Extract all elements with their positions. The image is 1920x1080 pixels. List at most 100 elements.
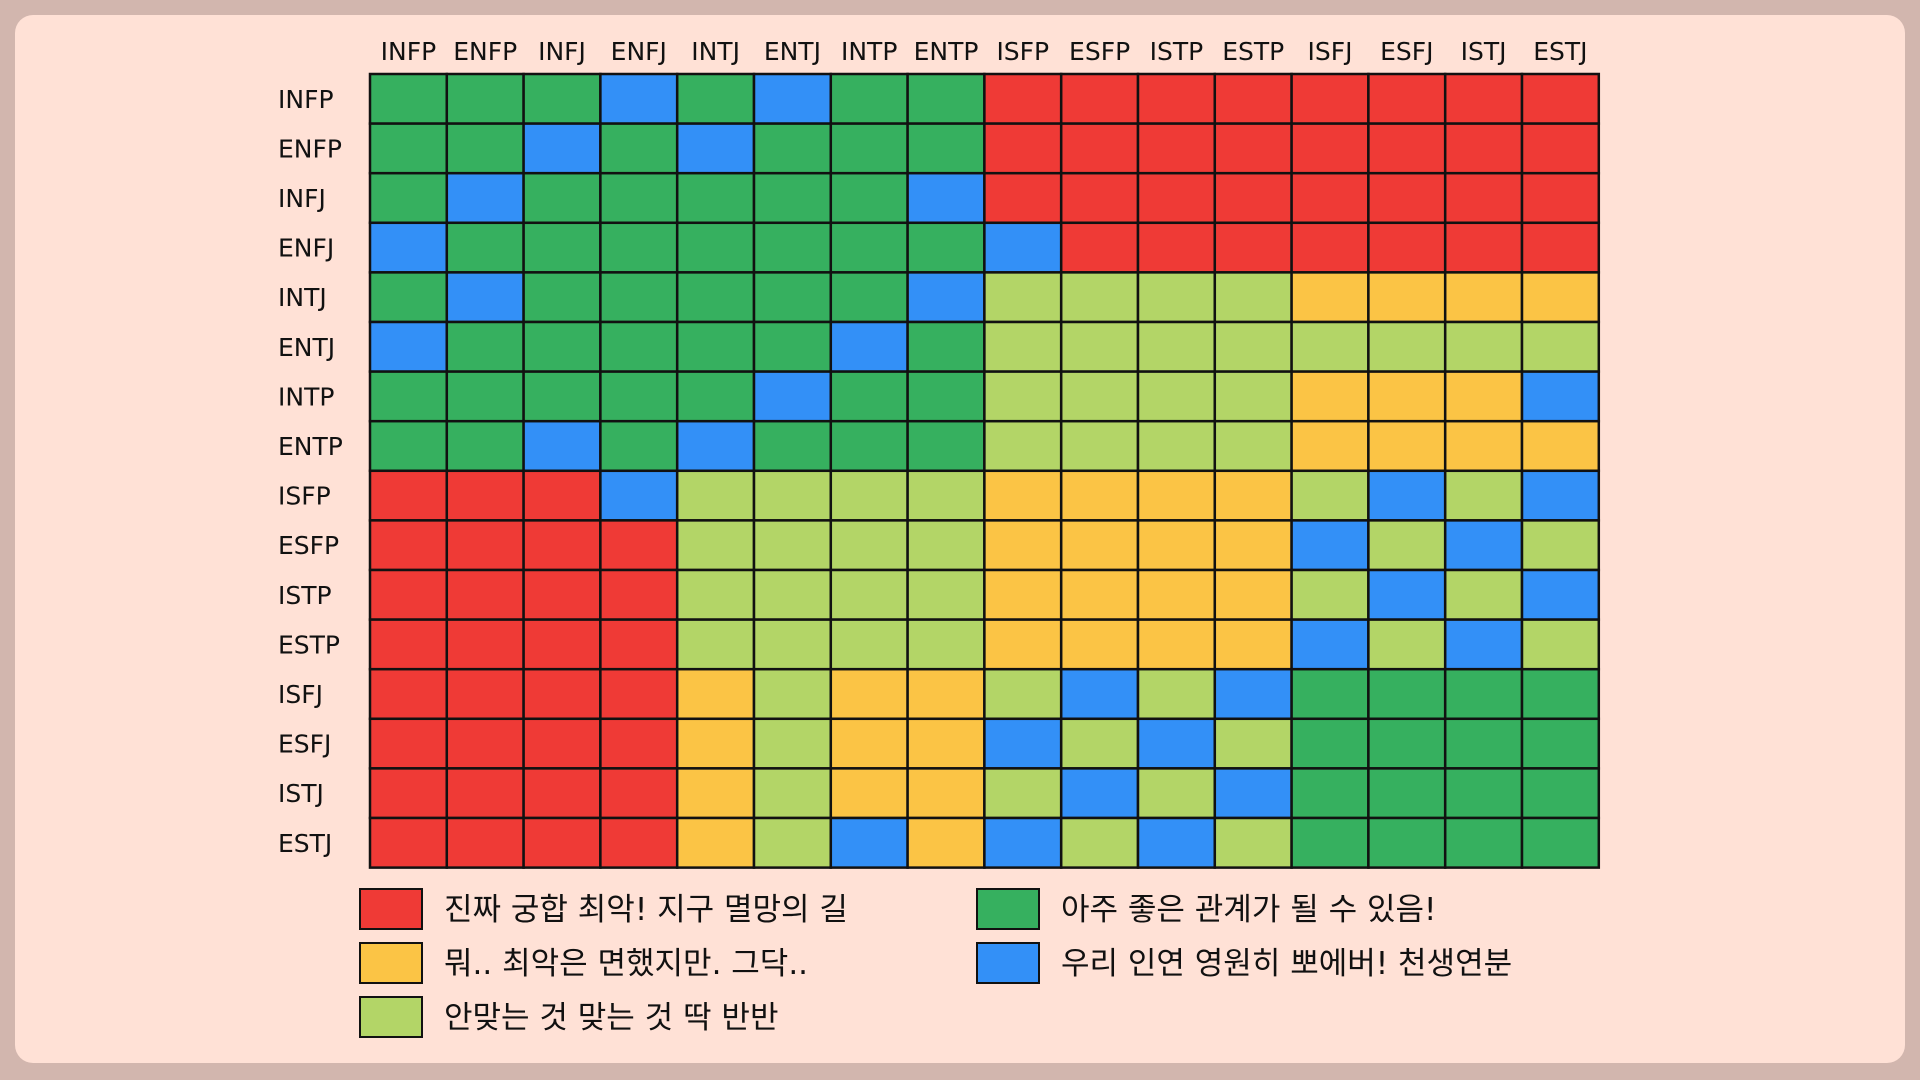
heatmap-cell-estp-infp (368, 618, 449, 671)
heatmap-cell-isfj-enfj (599, 667, 679, 721)
heatmap-cell-istj-enfp (445, 767, 525, 820)
heatmap-cell-estp-enfj (599, 618, 679, 671)
heatmap-cell-entp-esfj (1367, 419, 1447, 473)
heatmap-cell-infj-entj (752, 171, 833, 225)
heatmap-cell-entp-istp (1136, 419, 1217, 473)
heatmap-cell-isfj-istp (1136, 667, 1217, 721)
heatmap-cell-enfp-isfp (983, 122, 1063, 175)
row-label-istp: ISTP (278, 581, 332, 610)
heatmap-cell-istp-intj (675, 568, 756, 621)
heatmap-cell-esfp-isfp (983, 519, 1063, 572)
heatmap-cell-isfj-esfj (1367, 667, 1447, 721)
heatmap-cell-esfj-infj (522, 717, 602, 770)
heatmap-cell-infj-istp (1136, 171, 1217, 225)
heatmap-cell-estp-isfj (1290, 618, 1370, 671)
heatmap-cell-estp-estp (1213, 618, 1293, 671)
heatmap-cell-estj-enfj (599, 816, 679, 869)
heatmap-cell-esfj-esfp (1059, 717, 1140, 770)
heatmap-cell-infj-enfj (599, 171, 679, 225)
heatmap-cell-enfj-intp (829, 221, 909, 274)
heatmap-cell-esfp-entp (906, 519, 986, 572)
heatmap-cell-entp-entp (906, 419, 986, 473)
column-label-enfp: ENFP (453, 37, 517, 66)
heatmap-cell-istp-infj (522, 568, 602, 621)
heatmap-cell-estj-intj (675, 816, 756, 869)
heatmap-cell-enfp-isfj (1290, 122, 1370, 175)
heatmap-cell-istp-enfj (599, 568, 679, 621)
heatmap-cell-istj-entj (752, 767, 833, 820)
heatmap-cell-isfp-isfp (983, 469, 1063, 522)
heatmap-cell-infp-esfp (1059, 72, 1140, 125)
heatmap-cell-isfp-infp (368, 469, 449, 522)
heatmap-cell-istj-istj (1443, 767, 1524, 820)
heatmap-cell-esfj-estp (1213, 717, 1293, 770)
heatmap-cell-entj-enfp (445, 320, 525, 373)
heatmap-cell-entj-entp (906, 320, 986, 373)
heatmap-cell-intj-estj (1520, 271, 1601, 324)
legend-label-2: 뭐.. 최악은 면했지만. 그닥.. (444, 946, 808, 982)
heatmap-cell-infj-intp (829, 171, 909, 225)
row-label-entp: ENTP (278, 432, 343, 461)
heatmap-cell-esfj-entj (752, 717, 833, 770)
heatmap-cell-entp-isfp (983, 419, 1063, 473)
heatmap-cell-estj-istj (1443, 816, 1524, 869)
heatmap-cell-intj-isfp (983, 271, 1063, 324)
heatmap-cell-isfj-enfp (445, 667, 525, 721)
heatmap-cell-infj-estp (1213, 171, 1293, 225)
heatmap-cells (368, 72, 1601, 869)
heatmap-cell-intj-esfp (1059, 271, 1140, 324)
row-label-infp: INFP (278, 85, 334, 114)
heatmap-cell-infj-estj (1520, 171, 1601, 225)
column-label-estp: ESTP (1222, 37, 1284, 66)
heatmap-cell-intp-enfj (599, 370, 679, 423)
column-label-entp: ENTP (914, 37, 979, 66)
heatmap-cell-isfp-istj (1443, 469, 1524, 522)
heatmap-cell-isfj-entj (752, 667, 833, 721)
heatmap-cell-enfj-esfj (1367, 221, 1447, 274)
heatmap-cell-entj-isfp (983, 320, 1063, 373)
heatmap-cell-infp-enfj (599, 72, 679, 125)
heatmap-cell-enfp-esfp (1059, 122, 1140, 175)
heatmap-cell-intj-intp (829, 271, 909, 324)
legend-swatch-1 (359, 888, 423, 930)
heatmap-cell-istj-estj (1520, 767, 1601, 820)
heatmap-cell-istp-esfj (1367, 568, 1447, 621)
heatmap-cell-estp-intj (675, 618, 756, 671)
row-label-esfp: ESFP (278, 531, 339, 560)
heatmap-cell-enfp-intj (675, 122, 756, 175)
heatmap-cell-esfp-intj (675, 519, 756, 572)
heatmap-cell-estj-infp (368, 816, 449, 869)
heatmap-cell-intp-istp (1136, 370, 1217, 423)
heatmap-cell-intp-intj (675, 370, 756, 423)
heatmap-cell-infp-infp (368, 72, 449, 125)
heatmap-cell-infj-intj (675, 171, 756, 225)
heatmap-cell-enfp-istp (1136, 122, 1217, 175)
heatmap-cell-enfj-isfj (1290, 221, 1370, 274)
heatmap-cell-istp-estj (1520, 568, 1601, 621)
heatmap-cell-esfj-estj (1520, 717, 1601, 770)
heatmap-cell-istj-estp (1213, 767, 1293, 820)
heatmap-cell-intj-istj (1443, 271, 1524, 324)
row-label-esfj: ESFJ (278, 730, 331, 759)
heatmap-cell-isfp-isfj (1290, 469, 1370, 522)
heatmap-cell-infp-entj (752, 72, 833, 125)
heatmap-cell-intp-isfp (983, 370, 1063, 423)
heatmap-cell-infj-entp (906, 171, 986, 225)
heatmap-cell-intp-enfp (445, 370, 525, 423)
heatmap-cell-esfp-esfj (1367, 519, 1447, 572)
heatmap-cell-estj-istp (1136, 816, 1217, 869)
heatmap-cell-isfj-isfp (983, 667, 1063, 721)
heatmap-cell-estj-isfj (1290, 816, 1370, 869)
heatmap-cell-esfp-entj (752, 519, 833, 572)
heatmap-cell-infp-isfj (1290, 72, 1370, 125)
heatmap-cell-estj-entj (752, 816, 833, 869)
heatmap-cell-intj-infp (368, 271, 449, 324)
heatmap-cell-entp-intp (829, 419, 909, 473)
heatmap-cell-infp-intp (829, 72, 909, 125)
heatmap-cell-istp-isfp (983, 568, 1063, 621)
heatmap-cell-entp-infj (522, 419, 602, 473)
heatmap-cell-enfp-enfp (445, 122, 525, 175)
row-label-infj: INFJ (278, 184, 326, 213)
heatmap-cell-esfp-enfj (599, 519, 679, 572)
